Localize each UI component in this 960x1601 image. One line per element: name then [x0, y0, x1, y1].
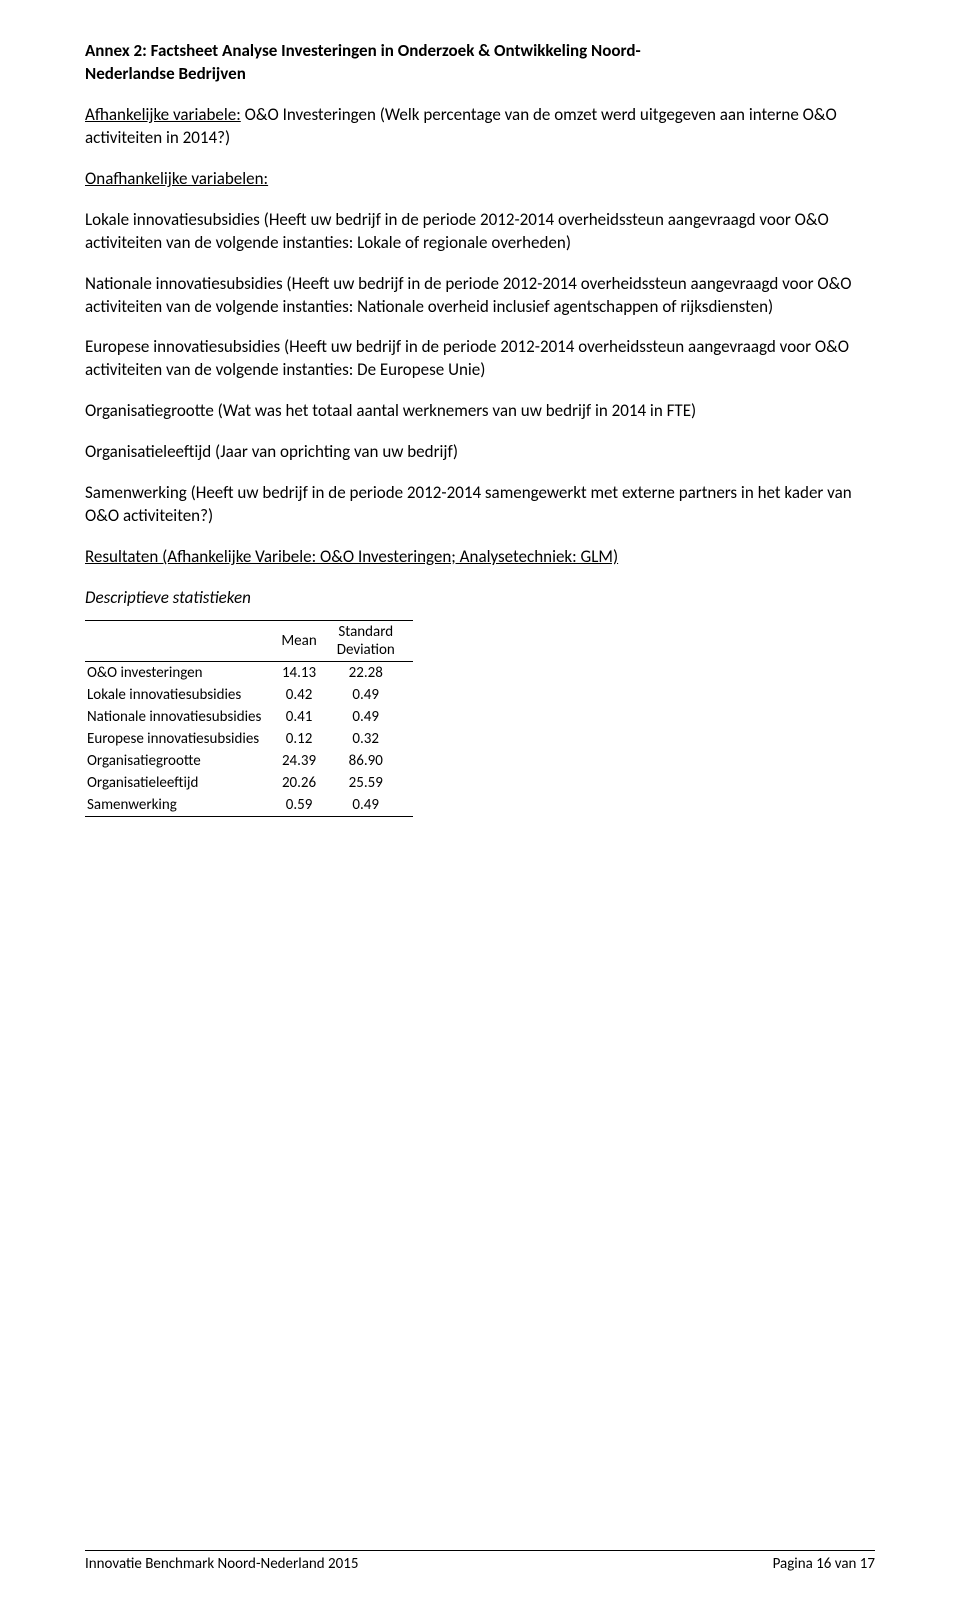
table-body: O&O investeringen14.1322.28 Lokale innov… [85, 661, 413, 816]
table-row: Samenwerking0.590.49 [85, 794, 413, 817]
table-header-row: Mean Standard Deviation [85, 620, 413, 661]
table-row: Nationale innovatiesubsidies0.410.49 [85, 706, 413, 728]
row-mean: 0.42 [279, 684, 334, 706]
table-header-blank [85, 620, 279, 661]
table-header-std-line2: Deviation [337, 641, 395, 659]
row-label: Europese innovatiesubsidies [85, 728, 279, 750]
row-label: Nationale innovatiesubsidies [85, 706, 279, 728]
table-header-std-line1: Standard [338, 623, 393, 641]
dependent-variable-para: Afhankelijke variabele: O&O Investeringe… [85, 104, 875, 150]
para-local-subsidies: Lokale innovatiesubsidies (Heeft uw bedr… [85, 209, 875, 255]
row-mean: 24.39 [279, 750, 334, 772]
row-label: Lokale innovatiesubsidies [85, 684, 279, 706]
row-mean: 0.41 [279, 706, 334, 728]
table-row: Lokale innovatiesubsidies0.420.49 [85, 684, 413, 706]
independent-variables-heading: Onafhankelijke variabelen: [85, 168, 875, 191]
descriptive-stats-heading: Descriptieve statistieken [85, 587, 875, 610]
row-sd: 0.49 [335, 684, 413, 706]
row-label: O&O investeringen [85, 661, 279, 684]
annex-title: Annex 2: Factsheet Analyse Investeringen… [85, 40, 875, 86]
title-line-2: Nederlandse Bedrijven [85, 63, 246, 84]
row-sd: 86.90 [335, 750, 413, 772]
para-org-age: Organisatieleeftijd (Jaar van oprichting… [85, 441, 875, 464]
descriptive-stats-table: Mean Standard Deviation O&O investeringe… [85, 620, 413, 817]
table-header-mean: Mean [279, 620, 334, 661]
title-line-1: Annex 2: Factsheet Analyse Investeringen… [85, 40, 641, 61]
row-sd: 0.32 [335, 728, 413, 750]
row-mean: 20.26 [279, 772, 334, 794]
para-org-size: Organisatiegrootte (Wat was het totaal a… [85, 400, 875, 423]
table-row: O&O investeringen14.1322.28 [85, 661, 413, 684]
row-mean: 14.13 [279, 661, 334, 684]
para-collaboration: Samenwerking (Heeft uw bedrijf in de per… [85, 482, 875, 528]
row-sd: 0.49 [335, 794, 413, 817]
row-label: Organisatiegrootte [85, 750, 279, 772]
footer-right: Pagina 16 van 17 [773, 1555, 875, 1573]
table-row: Europese innovatiesubsidies0.120.32 [85, 728, 413, 750]
table-row: Organisatieleeftijd20.2625.59 [85, 772, 413, 794]
para-european-subsidies: Europese innovatiesubsidies (Heeft uw be… [85, 336, 875, 382]
dependent-variable-label: Afhankelijke variabele: [85, 104, 241, 125]
page-footer: Innovatie Benchmark Noord-Nederland 2015… [85, 1550, 875, 1573]
para-national-subsidies: Nationale innovatiesubsidies (Heeft uw b… [85, 273, 875, 319]
row-mean: 0.12 [279, 728, 334, 750]
footer-left: Innovatie Benchmark Noord-Nederland 2015 [85, 1555, 358, 1573]
table-header-std: Standard Deviation [335, 620, 413, 661]
row-label: Samenwerking [85, 794, 279, 817]
row-sd: 25.59 [335, 772, 413, 794]
row-label: Organisatieleeftijd [85, 772, 279, 794]
row-sd: 0.49 [335, 706, 413, 728]
results-heading: Resultaten (Afhankelijke Varibele: O&O I… [85, 546, 875, 569]
row-mean: 0.59 [279, 794, 334, 817]
document-page: Annex 2: Factsheet Analyse Investeringen… [0, 0, 960, 1601]
row-sd: 22.28 [335, 661, 413, 684]
table-row: Organisatiegrootte24.3986.90 [85, 750, 413, 772]
